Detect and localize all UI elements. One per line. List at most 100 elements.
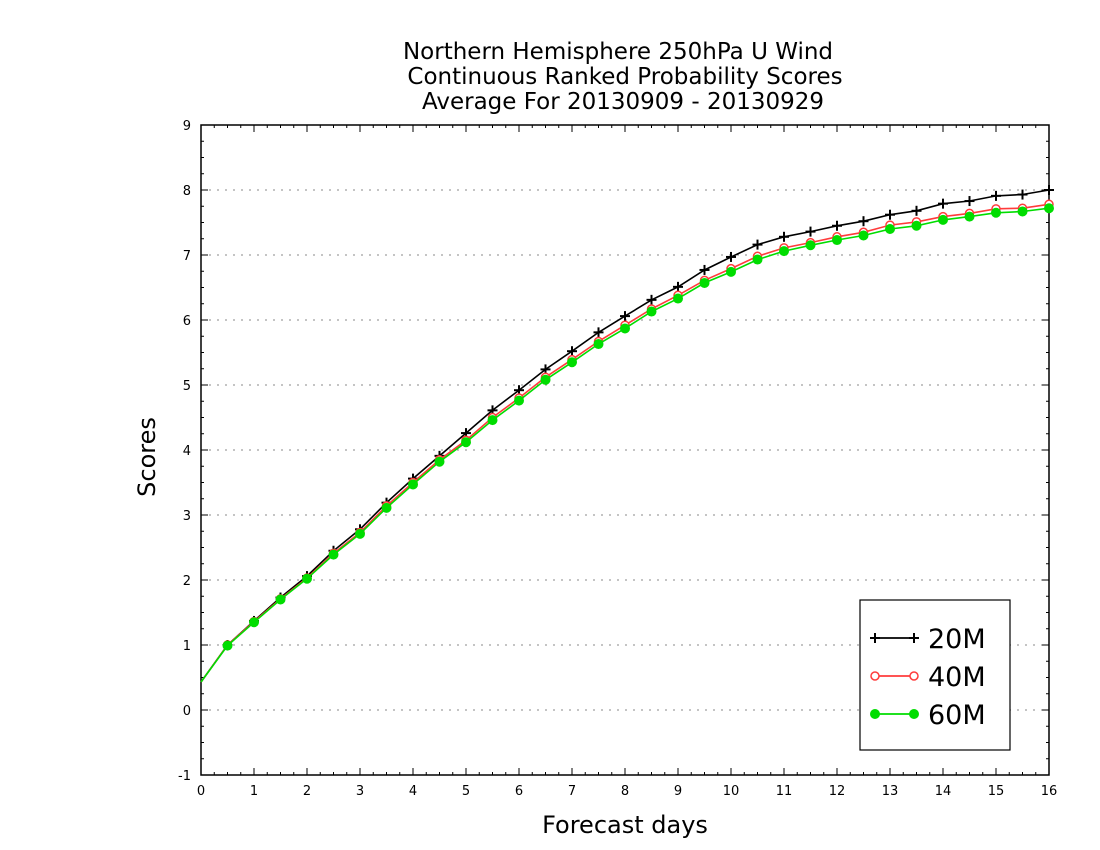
data-point-filled-circle: [752, 254, 763, 265]
y-tick-label: 4: [183, 444, 191, 459]
legend-item-20M: 20M: [870, 624, 986, 655]
legend-box: [859, 599, 1011, 751]
x-axis-label: Forecast days: [542, 811, 708, 839]
data-point-filled-circle: [726, 266, 736, 277]
data-point-plus: [870, 633, 880, 643]
x-tick-label: 4: [409, 784, 417, 799]
chart-title: Northern Hemisphere 250hPa U Wind Contin…: [403, 39, 843, 115]
x-tick-label: 9: [674, 784, 682, 799]
data-point-plus: [911, 205, 922, 216]
series-lines: [200, 185, 1054, 683]
data-point-filled-circle: [540, 374, 551, 385]
data-point-plus: [964, 196, 975, 207]
y-tick-label: 7: [183, 249, 191, 264]
data-point-filled-circle: [832, 235, 842, 246]
data-point-filled-circle: [646, 306, 657, 317]
data-point-plus: [726, 251, 736, 262]
data-point-plus: [567, 346, 577, 357]
chart-title-line-2: Continuous Ranked Probability Scores: [407, 64, 842, 90]
data-point-plus: [620, 311, 630, 322]
x-tick-label: 6: [515, 784, 523, 799]
data-point-plus: [673, 281, 683, 292]
x-tick-label: 8: [621, 784, 629, 799]
legend-label: 60M: [928, 700, 986, 731]
x-tick-label: 5: [462, 784, 470, 799]
data-point-filled-circle: [1017, 206, 1028, 217]
x-tick-label: 12: [829, 784, 846, 799]
data-point-filled-circle: [805, 240, 816, 251]
data-point-plus: [858, 216, 869, 227]
data-point-filled-circle: [991, 207, 1001, 218]
data-point-filled-circle: [870, 709, 880, 719]
data-point-plus: [699, 264, 710, 275]
x-tick-label: 16: [1041, 784, 1058, 799]
data-point-filled-circle: [779, 246, 789, 257]
series-60M: [200, 203, 1054, 683]
y-tick-label: 6: [183, 314, 191, 329]
data-point-plus: [593, 327, 604, 338]
data-point-filled-circle: [938, 214, 948, 225]
data-point-plus: [1017, 189, 1028, 200]
y-tick-label: 8: [183, 184, 191, 199]
x-tick-label: 15: [988, 784, 1005, 799]
legend: 20M 40M 60M: [859, 599, 1011, 751]
data-point-plus: [646, 294, 657, 305]
data-point-filled-circle: [434, 456, 445, 467]
data-point-filled-circle: [408, 479, 418, 490]
data-point-filled-circle: [249, 617, 259, 628]
data-point-filled-circle: [699, 277, 710, 288]
data-point-plus: [752, 239, 763, 250]
data-point-filled-circle: [567, 357, 577, 368]
x-tick-label: 0: [197, 784, 205, 799]
data-point-plus: [991, 190, 1001, 201]
data-point-filled-circle: [909, 709, 919, 719]
data-point-filled-circle: [514, 395, 524, 406]
data-point-filled-circle: [355, 528, 365, 539]
data-point-filled-circle: [275, 594, 286, 605]
y-tick-label: 5: [183, 379, 191, 394]
x-tick-label: 1: [250, 784, 258, 799]
x-tick-label: 13: [882, 784, 899, 799]
y-tick-label: 0: [183, 704, 191, 719]
chart-title-line-1: Northern Hemisphere 250hPa U Wind: [403, 39, 833, 65]
data-point-filled-circle: [222, 640, 233, 651]
chart-title-line-3: Average For 20130909 - 20130929: [422, 89, 824, 115]
data-point-filled-circle: [302, 573, 312, 584]
data-point-filled-circle: [1044, 203, 1054, 214]
legend-item-40M: 40M: [870, 662, 986, 693]
data-point-open-circle: [909, 671, 919, 681]
data-point-plus: [1044, 185, 1054, 195]
data-point-filled-circle: [381, 502, 392, 513]
data-point-filled-circle: [911, 220, 922, 231]
data-point-filled-circle: [487, 415, 498, 426]
legend-item-60M: 60M: [870, 700, 986, 731]
y-tick-label: -1: [178, 769, 191, 784]
data-point-filled-circle: [858, 230, 869, 241]
data-point-filled-circle: [673, 293, 683, 304]
data-point-open-circle: [870, 671, 880, 681]
x-tick-label: 11: [776, 784, 793, 799]
data-point-plus: [909, 633, 919, 643]
data-point-plus: [779, 231, 789, 242]
data-point-filled-circle: [620, 323, 630, 334]
y-tick-label: 2: [183, 574, 191, 589]
y-tick-label: 9: [183, 119, 191, 134]
x-tick-label: 2: [303, 784, 311, 799]
data-point-filled-circle: [461, 437, 471, 448]
data-point-filled-circle: [885, 224, 895, 234]
y-axis-label: Scores: [133, 417, 161, 497]
data-point-filled-circle: [964, 211, 975, 222]
data-point-plus: [885, 209, 895, 220]
x-tick-label: 3: [356, 784, 364, 799]
data-point-plus: [832, 220, 842, 231]
y-tick-label: 1: [183, 639, 191, 654]
x-tick-label: 10: [723, 784, 740, 799]
x-tick-label: 7: [568, 784, 576, 799]
legend-label: 40M: [928, 662, 986, 693]
y-tick-label: 3: [183, 509, 191, 524]
data-point-filled-circle: [328, 549, 339, 560]
data-point-filled-circle: [593, 339, 604, 350]
